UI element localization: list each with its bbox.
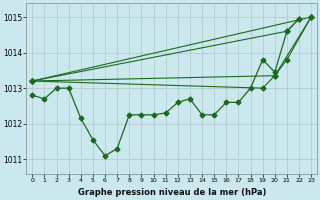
X-axis label: Graphe pression niveau de la mer (hPa): Graphe pression niveau de la mer (hPa) <box>77 188 266 197</box>
